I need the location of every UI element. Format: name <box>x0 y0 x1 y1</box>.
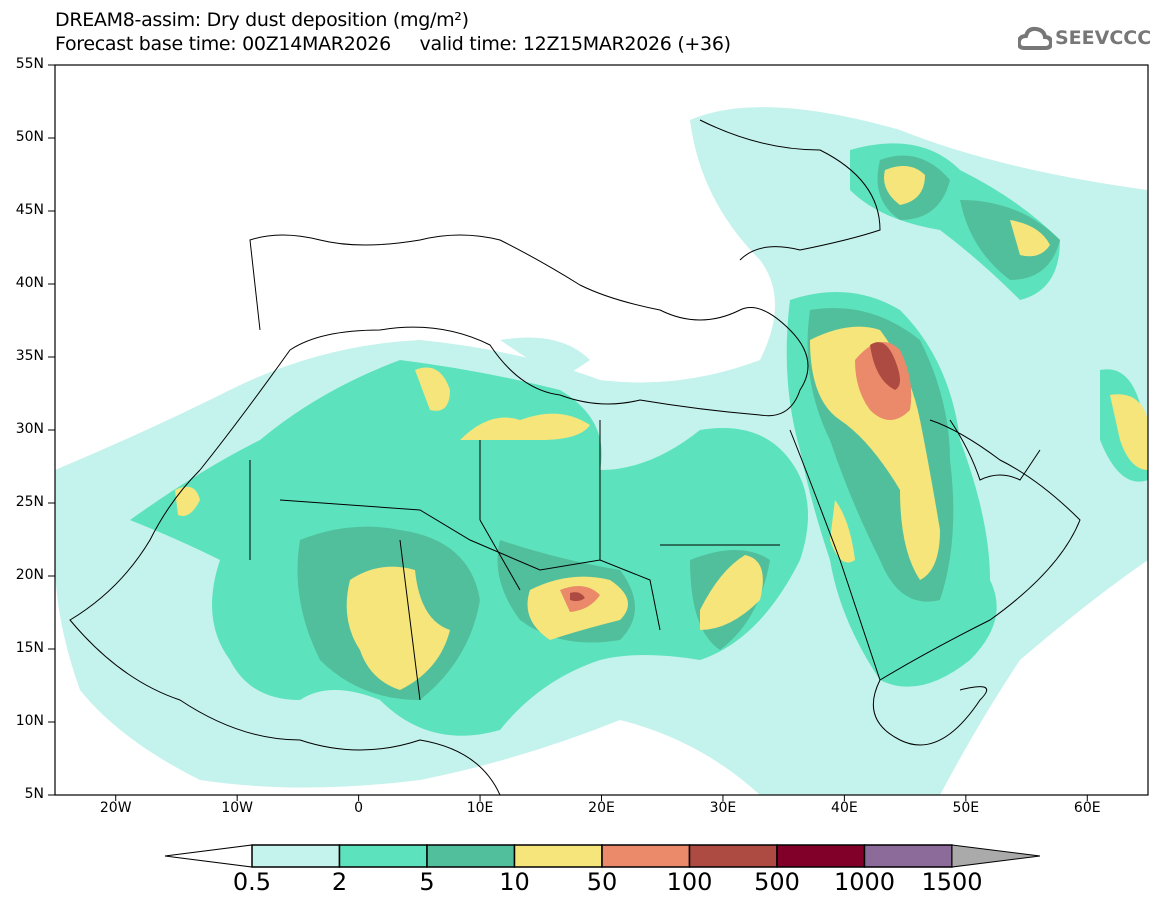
colorbar-under-triangle <box>164 844 253 868</box>
cloud-icon <box>1018 26 1052 50</box>
lon-label: 60E <box>1073 800 1101 816</box>
lon-label: 0 <box>354 800 364 816</box>
colorbar-segment <box>426 844 516 868</box>
forecast-times: Forecast base time: 00Z14MAR2026 valid t… <box>55 33 731 55</box>
colorbar-segment <box>338 844 428 868</box>
lat-label: 45N <box>15 202 44 218</box>
colorbar-level-label: 50 <box>586 868 618 896</box>
lat-label: 30N <box>15 421 44 437</box>
colorbar-level-label: 10 <box>499 868 530 896</box>
colorbar-segment <box>688 844 778 868</box>
lat-label: 55N <box>15 56 44 72</box>
lon-label: 10W <box>221 800 253 816</box>
dust-deposition-field <box>55 107 1148 795</box>
lon-label: 40E <box>831 800 858 816</box>
map-title: DREAM8-assim: Dry dust deposition (mg/m²… <box>55 9 469 31</box>
colorbar-level-label: 2 <box>331 868 348 896</box>
lon-label: 20E <box>588 800 615 816</box>
colorbar-segment <box>863 844 953 868</box>
lat-label: 50N <box>15 129 44 145</box>
lon-label: 20W <box>99 800 132 816</box>
lon-label: 30E <box>709 800 737 816</box>
colorbar-over-triangle <box>951 844 1041 868</box>
colorbar-segment <box>251 844 341 868</box>
lat-label: 35N <box>15 348 44 364</box>
colorbar-level-label: 500 <box>754 868 800 896</box>
colorbar-segment <box>513 844 603 868</box>
lat-label: 10N <box>15 713 44 729</box>
lat-label: 20N <box>15 567 44 583</box>
lat-label: 25N <box>15 494 44 510</box>
colorbar <box>164 844 1041 868</box>
colorbar-level-label: 1000 <box>833 868 896 896</box>
colorbar-segment <box>601 844 691 868</box>
colorbar-level-label: 0.5 <box>232 868 272 896</box>
axis-ticks <box>48 64 1088 801</box>
colorbar-segment <box>776 844 866 868</box>
coastlines <box>69 119 1081 795</box>
lat-label: 40N <box>15 275 44 291</box>
lat-label: 15N <box>15 640 44 656</box>
colorbar-level-label: 5 <box>419 868 435 896</box>
lon-label: 50E <box>952 800 980 816</box>
colorbar-level-label: 1500 <box>921 868 983 896</box>
logo-text: SEEVCCC <box>1055 27 1152 49</box>
lat-label: 5N <box>24 786 44 802</box>
colorbar-level-label: 100 <box>666 868 713 896</box>
seevccc-logo: SEEVCCC <box>1018 26 1151 50</box>
lon-label: 10E <box>466 800 494 816</box>
